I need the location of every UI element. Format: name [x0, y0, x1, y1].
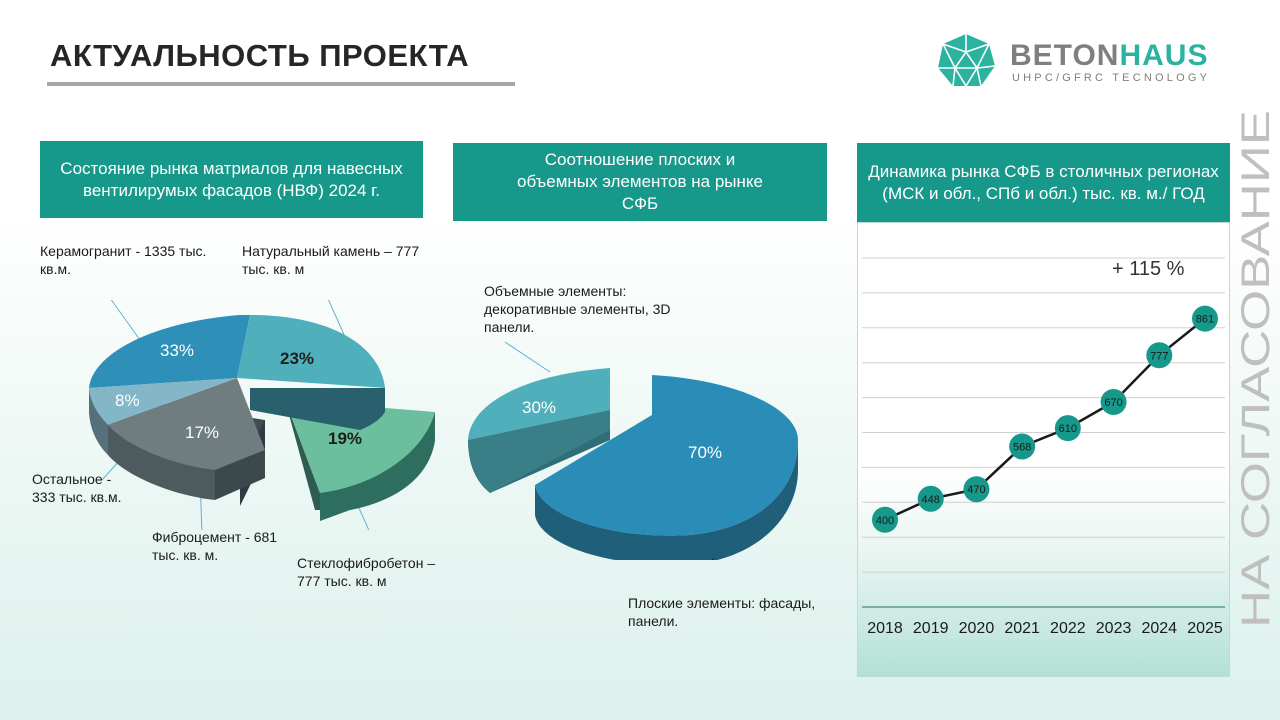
data-point: 400: [872, 506, 898, 533]
slice-label-17: 17%: [185, 423, 219, 442]
data-point: 470: [963, 476, 990, 503]
label-steklofibrobeton: Стеклофибробетон – 777 тыс. кв. м: [297, 555, 436, 589]
faceted-sphere-icon: [938, 34, 996, 87]
data-point-marker: [872, 506, 898, 533]
data-point-marker: [1009, 433, 1036, 460]
chart3-title-box: Динамика рынка СФБ в столичных регионах …: [857, 143, 1230, 222]
slice-label-70: 70%: [688, 443, 722, 462]
chart3-x-ticks: 2018 2019 2020 2021 2022 2023 2024 2025: [867, 620, 1223, 637]
chart2-title: Соотношение плоских и объемных элементов…: [517, 150, 763, 213]
slice-fibrocement: [108, 378, 265, 470]
label-naturalnyi-kamen: Натуральный камень – 777 тыс. кв. м: [242, 243, 420, 277]
title-underline: [47, 82, 515, 86]
stray-dot: .: [711, 547, 715, 563]
chart3-points: 400 448 470 568 610 670 777 861: [872, 305, 1218, 533]
x-tick-label: 2024: [1141, 620, 1177, 637]
data-label: 777: [1150, 350, 1168, 362]
slice-ostalnoe: [89, 378, 237, 425]
logo-name-left: BETON: [1010, 39, 1120, 72]
x-tick-label: 2021: [1004, 620, 1040, 637]
approval-stamp: НА СОГЛАСОВАНИЕ: [1236, 110, 1276, 628]
data-label: 670: [1104, 397, 1122, 409]
data-point-marker: [917, 485, 944, 512]
x-tick-label: 2019: [913, 620, 949, 637]
data-label: 568: [1013, 441, 1031, 453]
data-point: 861: [1192, 305, 1218, 332]
chart3-title: Динамика рынка СФБ в столичных регионах …: [868, 161, 1219, 203]
logo-name-right: HAUS: [1119, 39, 1209, 72]
data-point-marker: [963, 476, 990, 503]
chart1-pie: 33% 23% 8% 17% 19%: [89, 300, 435, 530]
growth-annotation: + 115 %: [1112, 258, 1185, 280]
page-title: АКТУАЛЬНОСТЬ ПРОЕКТА: [50, 38, 470, 73]
slice-label-8: 8%: [115, 391, 140, 410]
slice-naturalnyi-kamen: [237, 315, 385, 388]
data-label: 448: [922, 494, 940, 506]
data-point: 448: [917, 485, 944, 512]
slice-ploskie: [535, 375, 798, 560]
data-label: 861: [1196, 314, 1214, 326]
slice-label-19: 19%: [328, 429, 362, 448]
chart3-gridlines: [862, 257, 1225, 608]
x-tick-label: 2020: [959, 620, 995, 637]
label-obemnye: Объемные элементы: декоративные элементы…: [484, 283, 671, 335]
chart1-title: Состояние рынка матриалов для навесных в…: [60, 158, 403, 200]
slice-obemnye: [468, 368, 610, 493]
slice-label-30: 30%: [522, 398, 556, 417]
slice-keramogranit: [89, 315, 250, 388]
x-tick-label: 2025: [1187, 620, 1223, 637]
x-tick-label: 2023: [1096, 620, 1132, 637]
x-tick-label: 2018: [867, 620, 903, 637]
data-point: 777: [1146, 342, 1173, 369]
stamp-text: НА СОГЛАСОВАНИЕ: [1236, 110, 1276, 628]
chart1-title-box: Состояние рынка матриалов для навесных в…: [40, 141, 423, 218]
chart3-panel: [857, 222, 1230, 677]
chart2-pie: 30% 70%: [468, 341, 798, 560]
slice-label-23: 23%: [280, 349, 314, 368]
data-point: 610: [1054, 415, 1081, 442]
data-point: 568: [1009, 433, 1036, 460]
label-ploskie: Плоские элементы: фасады, панели.: [628, 595, 816, 629]
data-point-marker: [1192, 305, 1218, 332]
slice-label-33: 33%: [160, 341, 194, 360]
data-label: 400: [876, 515, 894, 527]
data-point-marker: [1146, 342, 1173, 369]
x-tick-label: 2022: [1050, 620, 1086, 637]
data-label: 470: [967, 484, 985, 496]
slice-steklofibrobeton: [285, 400, 435, 521]
data-point-marker: [1054, 415, 1081, 442]
label-keramogranit: Керамогранит - 1335 тыс. кв.м.: [40, 243, 207, 277]
data-point: 670: [1100, 388, 1127, 415]
chart3-line: 400 448 470 568 610 670 777 861 2018 2019 2020 202…: [862, 257, 1225, 637]
label-fibrocement: Фиброцемент - 681 тыс. кв. м.: [152, 529, 278, 563]
data-label: 610: [1059, 423, 1077, 435]
logo-tagline: UHPC/GFRC TECNOLOGY: [1012, 72, 1211, 84]
chart2-title-box: Соотношение плоских и объемных элементов…: [453, 143, 827, 221]
data-point-marker: [1100, 388, 1127, 415]
label-ostalnoe: Остальное - 333 тыс. кв.м.: [32, 471, 122, 505]
logo-wordmark: BETONHAUS: [1010, 39, 1208, 73]
